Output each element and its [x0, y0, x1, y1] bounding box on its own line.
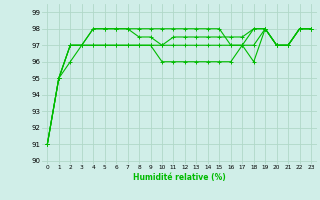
X-axis label: Humidité relative (%): Humidité relative (%) — [133, 173, 226, 182]
